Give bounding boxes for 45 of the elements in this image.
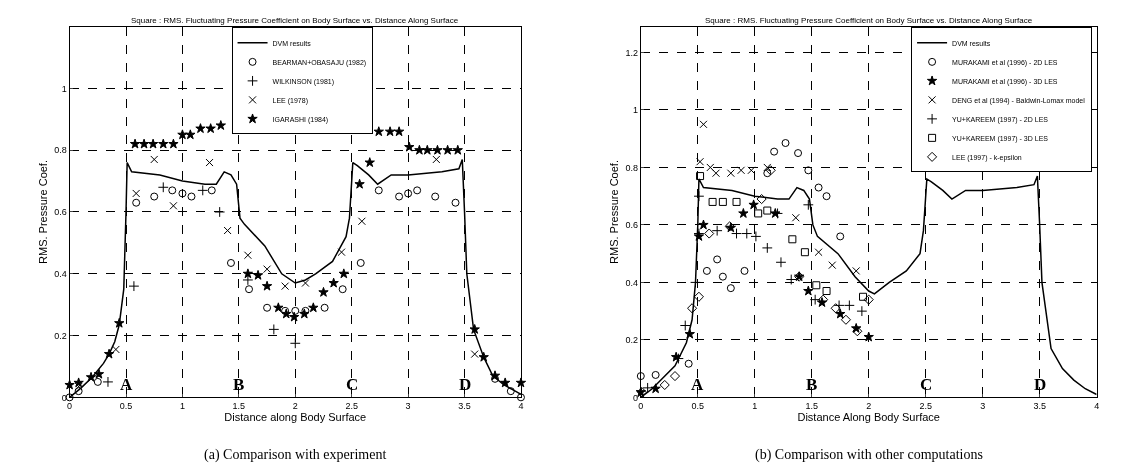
- text: (b) Comparison with other computations: [755, 447, 983, 463]
- y-tick-label: 0: [632, 392, 638, 403]
- x-tick-label: 0.5: [119, 401, 133, 412]
- annotation: C: [346, 375, 359, 394]
- y-tick-label: 0.4: [625, 277, 638, 288]
- y-tick-label: 0.2: [54, 330, 67, 341]
- y-tick-label: 1.2: [625, 47, 638, 58]
- y-axis-title: RMS. Pressure Coef.: [36, 160, 49, 264]
- x-tick-label: 3: [980, 401, 986, 412]
- x-tick-label: 4: [1094, 401, 1100, 412]
- y-tick-label: 0.2: [625, 335, 638, 346]
- x-tick-label: 2.5: [919, 401, 932, 412]
- text: (a) Comparison with experiment: [204, 447, 387, 463]
- y-tick-label: 0: [61, 392, 67, 403]
- annotation: B: [233, 375, 245, 394]
- x-tick-label: 4: [518, 401, 524, 412]
- annotation: D: [459, 375, 472, 394]
- x-tick-label: 3: [405, 401, 411, 412]
- y-tick-label: 1: [61, 83, 67, 94]
- annotation: D: [1034, 375, 1047, 394]
- x-tick-label: 1: [752, 401, 758, 412]
- chart-title: Square : RMS. Fluctuating Pressure Coefficient on Body Surface vs. Distance Along Surface: [705, 16, 1033, 25]
- x-tick-label: 3.5: [1033, 401, 1046, 412]
- x-tick-label: 3.5: [458, 401, 471, 412]
- annotation: C: [920, 375, 933, 394]
- x-tick-label: 2: [866, 401, 872, 412]
- x-axis-title: Distance along Body Surface: [224, 411, 367, 424]
- y-tick-label: 0.6: [54, 207, 67, 218]
- x-axis-title: Distance Along Body Surface: [797, 411, 940, 424]
- x-tick-label: 1.5: [805, 401, 818, 412]
- annotation: A: [120, 375, 133, 394]
- chart-title: Square : RMS. Fluctuating Pressure Coefficient on Body Surface vs. Distance Along Surface: [131, 16, 459, 25]
- x-tick-label: 0.5: [691, 401, 705, 412]
- annotation: B: [806, 375, 818, 394]
- y-axis-title: RMS. Pressure Coef.: [608, 160, 621, 264]
- y-tick-label: 1: [632, 105, 638, 116]
- x-tick-label: 1: [179, 401, 185, 412]
- x-tick-label: 2: [292, 401, 298, 412]
- y-tick-label: 0.8: [54, 145, 67, 156]
- y-tick-label: 0.4: [54, 268, 67, 279]
- y-tick-label: 0.8: [625, 162, 638, 173]
- x-tick-label: 1.5: [232, 401, 246, 412]
- y-tick-label: 0.6: [625, 220, 638, 231]
- annotation: A: [691, 375, 704, 394]
- x-tick-label: 2.5: [345, 401, 358, 412]
